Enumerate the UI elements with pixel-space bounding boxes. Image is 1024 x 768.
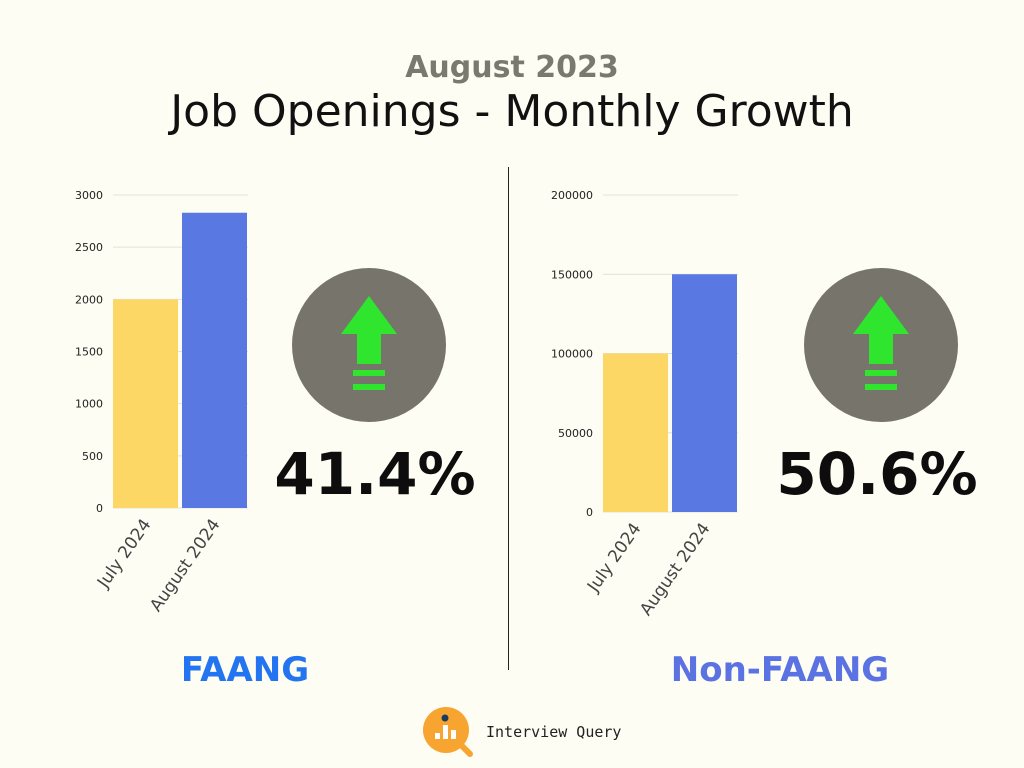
page-title: Job Openings - Monthly Growth (170, 86, 854, 137)
faang-bar-july (113, 299, 178, 508)
faang-x-category-label: August 2024 (146, 515, 224, 615)
faang-y-tick-label: 2500 (75, 241, 103, 254)
faang-growth-percent: 41.4% (274, 440, 476, 508)
nonfaang-y-tick-label: 200000 (551, 189, 593, 202)
faang-bar-august (182, 212, 247, 508)
faang-y-tick-label: 1500 (75, 346, 103, 359)
faang-label: FAANG (180, 650, 310, 690)
faang-y-tick-label: 3000 (75, 189, 103, 202)
nonfaang-x-category-label: July 2024 (583, 519, 645, 596)
nonfaang-x-category-label: August 2024 (636, 519, 714, 619)
brand-name: Interview Query (486, 723, 622, 741)
subtitle: August 2023 (405, 50, 619, 85)
faang-bar-chart: 0 500 1000 1500 2000 2500 3000 July 2024 August … (58, 160, 258, 620)
faang-x-category-label: July 2024 (93, 515, 155, 592)
faang-growth-up-arrow-icon (292, 268, 446, 422)
nonfaang-bar-august (672, 274, 737, 512)
nonfaang-bar-chart: 0 50000 100000 150000 200000 July 2024 August … (548, 160, 748, 620)
faang-y-tick-label: 500 (82, 450, 103, 463)
nonfaang-growth-percent: 50.6% (776, 440, 978, 508)
nonfaang-y-tick-label: 100000 (551, 348, 593, 361)
nonfaang-chart-svg: 0 50000 100000 150000 200000 July 2024August … (551, 189, 738, 619)
faang-y-tick-label: 2000 (75, 293, 103, 306)
panel-divider (508, 167, 509, 670)
nonfaang-growth-up-arrow-icon (804, 268, 958, 422)
nonfaang-y-tick-label: 0 (586, 506, 593, 519)
nonfaang-label: Non-FAANG (670, 650, 890, 690)
faang-y-tick-label: 1000 (75, 398, 103, 411)
faang-y-tick-label: 0 (96, 502, 103, 515)
nonfaang-y-tick-label: 50000 (558, 427, 593, 440)
interview-query-logo-icon (423, 707, 473, 757)
nonfaang-bar-july (603, 353, 668, 512)
brand: Interview Query (422, 706, 621, 758)
faang-chart-svg: 0 500 1000 1500 2000 2500 3000 July 2024August … (75, 189, 248, 615)
nonfaang-y-tick-label: 150000 (551, 268, 593, 281)
